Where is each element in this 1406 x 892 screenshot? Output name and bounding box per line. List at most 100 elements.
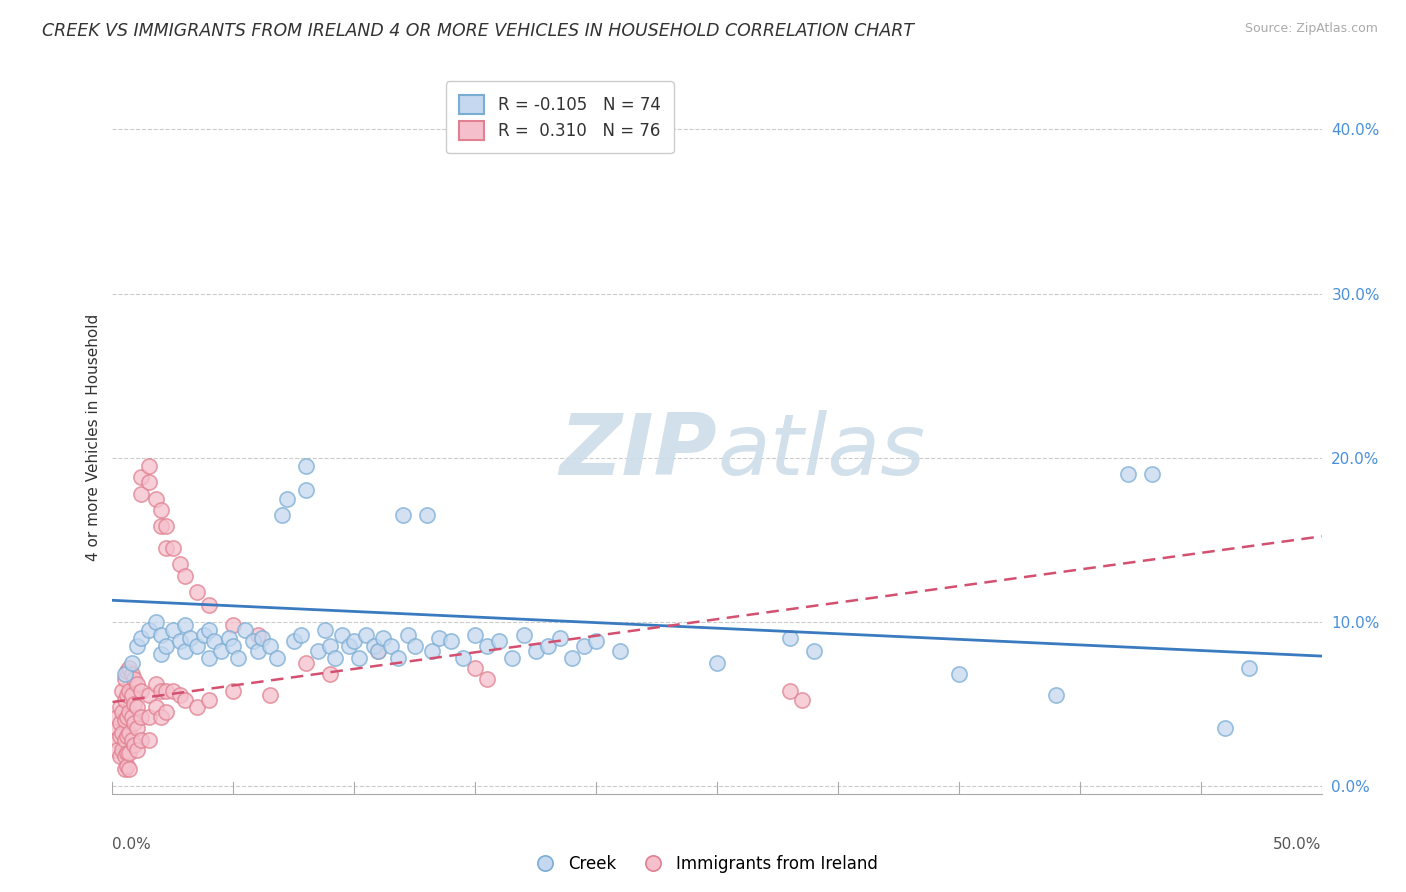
Point [149, 648, 172, 662]
Point [149, 683, 172, 698]
Point [105, 742, 128, 756]
Point [105, 710, 128, 724]
Point [779, 631, 801, 645]
Point [252, 631, 274, 645]
Point [115, 710, 138, 724]
Point [122, 697, 145, 711]
Point [222, 683, 245, 698]
Point [111, 705, 134, 719]
Point [198, 693, 221, 707]
Point [295, 483, 318, 498]
Point [464, 628, 486, 642]
Point [330, 628, 353, 642]
Point [803, 644, 825, 658]
Point [276, 491, 298, 506]
Point [114, 672, 136, 686]
Point [114, 749, 136, 764]
Point [105, 732, 128, 747]
Point [1237, 660, 1260, 674]
Point [174, 644, 197, 658]
Point [295, 656, 318, 670]
Point [115, 730, 138, 744]
Point [420, 644, 443, 658]
Text: 0.0%: 0.0% [112, 837, 152, 852]
Y-axis label: 4 or more Vehicles in Household: 4 or more Vehicles in Household [86, 313, 101, 561]
Point [314, 623, 336, 637]
Point [440, 634, 463, 648]
Point [149, 710, 172, 724]
Point [115, 689, 138, 703]
Point [198, 650, 221, 665]
Point [138, 623, 160, 637]
Point [138, 458, 160, 473]
Point [427, 631, 450, 645]
Point [108, 716, 131, 731]
Point [111, 683, 134, 698]
Point [464, 660, 486, 674]
Text: CREEK VS IMMIGRANTS FROM IRELAND 4 OR MORE VEHICLES IN HOUSEHOLD CORRELATION CHA: CREEK VS IMMIGRANTS FROM IRELAND 4 OR MO… [42, 22, 914, 40]
Point [108, 749, 131, 764]
Point [122, 716, 145, 731]
Point [451, 650, 474, 665]
Point [145, 491, 167, 506]
Point [1116, 467, 1139, 481]
Point [779, 683, 801, 698]
Point [114, 667, 136, 681]
Point [125, 742, 148, 756]
Point [367, 644, 389, 658]
Point [162, 541, 184, 555]
Point [488, 634, 510, 648]
Point [323, 650, 346, 665]
Point [1142, 467, 1164, 481]
Point [319, 639, 342, 653]
Point [111, 742, 134, 756]
Point [115, 664, 138, 678]
Point [259, 639, 281, 653]
Point [118, 705, 141, 719]
Point [108, 700, 131, 714]
Point [295, 458, 318, 473]
Text: atlas: atlas [717, 409, 925, 493]
Point [149, 519, 172, 533]
Point [343, 634, 366, 648]
Point [246, 628, 269, 642]
Point [131, 470, 153, 484]
Point [131, 732, 153, 747]
Point [387, 650, 409, 665]
Point [131, 486, 153, 500]
Point [121, 689, 143, 703]
Point [222, 639, 245, 653]
Point [790, 693, 813, 707]
Text: ZIP: ZIP [560, 409, 717, 493]
Point [1213, 721, 1236, 735]
Point [131, 683, 153, 698]
Point [609, 644, 631, 658]
Point [138, 689, 160, 703]
Point [186, 639, 208, 653]
Point [115, 759, 138, 773]
Point [155, 683, 177, 698]
Point [122, 738, 145, 752]
Point [174, 618, 197, 632]
Point [145, 700, 167, 714]
Point [169, 558, 191, 572]
Point [121, 656, 143, 670]
Point [108, 730, 131, 744]
Point [118, 762, 141, 776]
Point [416, 508, 439, 522]
Point [193, 628, 215, 642]
Point [391, 508, 413, 522]
Legend: R = -0.105   N = 74, R =  0.310   N = 76: R = -0.105 N = 74, R = 0.310 N = 76 [446, 81, 673, 153]
Point [179, 631, 201, 645]
Point [477, 672, 499, 686]
Point [138, 732, 160, 747]
Point [537, 639, 560, 653]
Point [477, 639, 499, 653]
Text: Source: ZipAtlas.com: Source: ZipAtlas.com [1244, 22, 1378, 36]
Point [121, 732, 143, 747]
Point [105, 721, 128, 735]
Point [174, 568, 197, 582]
Point [145, 615, 167, 629]
Point [572, 639, 595, 653]
Point [138, 475, 160, 490]
